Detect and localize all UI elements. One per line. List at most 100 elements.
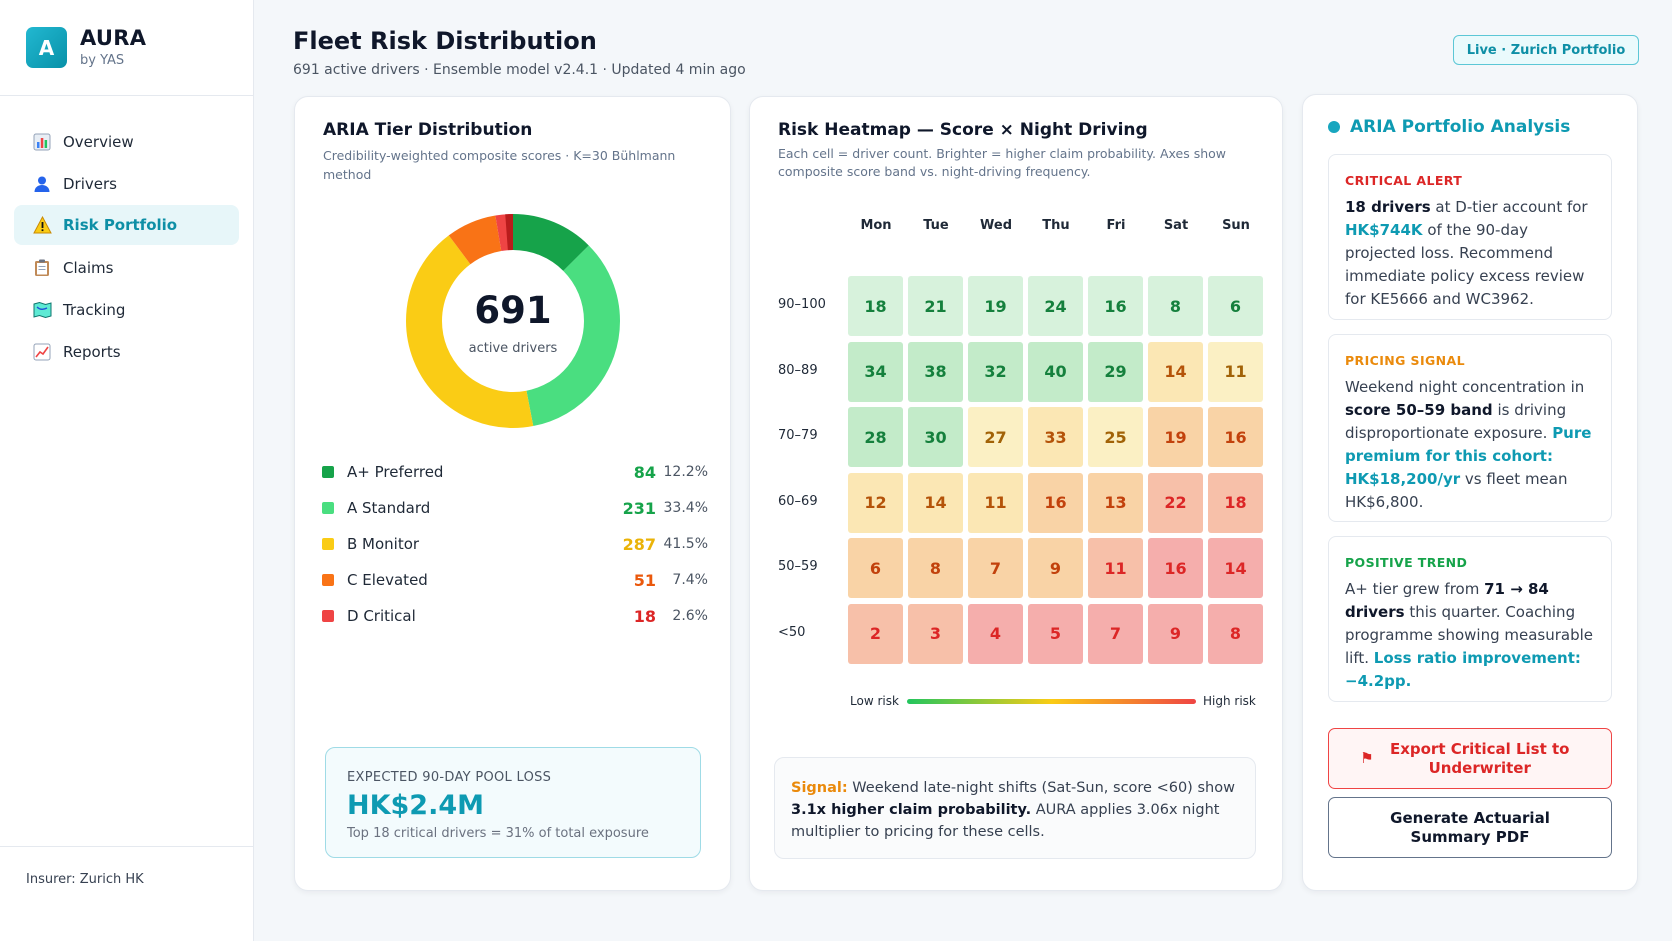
heatmap-cell[interactable]: 16 (1148, 538, 1203, 598)
brand-name: AURA (80, 26, 147, 50)
insight-body: Weekend night concentration in score 50–… (1345, 376, 1595, 514)
heatmap-cell[interactable]: 19 (1148, 407, 1203, 467)
legend-row-c: C Elevated 51 7.4% (322, 568, 708, 592)
donut-svg (406, 214, 620, 428)
heatmap-cell[interactable]: 8 (1208, 603, 1263, 664)
sidebar: A AURA by YAS Overview Drivers Risk Port… (0, 0, 254, 941)
insight-kicker: POSITIVE TREND (1345, 555, 1468, 570)
heatmap-cell[interactable]: 32 (968, 341, 1023, 402)
heatmap-column-label: Sun (1222, 218, 1250, 233)
heatmap-cell[interactable]: 28 (848, 407, 903, 467)
loss-note: Top 18 critical drivers = 31% of total e… (347, 826, 649, 841)
donut-total: 691 (474, 289, 552, 332)
expected-loss-box: EXPECTED 90-DAY POOL LOSS HK$2.4M Top 18… (325, 747, 701, 858)
heatmap-cell[interactable]: 27 (968, 407, 1023, 467)
heatmap-cell[interactable]: 11 (968, 472, 1023, 533)
positive-trend-insight: POSITIVE TREND A+ tier grew from 71 → 84… (1328, 536, 1612, 702)
loss-label: EXPECTED 90-DAY POOL LOSS (347, 770, 552, 785)
generate-pdf-button[interactable]: Generate Actuarial Summary PDF (1328, 797, 1612, 858)
heatmap-row-label: 50–59 (778, 559, 818, 574)
status-dot-icon (1328, 121, 1340, 133)
sidebar-item-drivers[interactable]: Drivers (14, 164, 239, 204)
sidebar-item-label: Tracking (63, 301, 126, 319)
heatmap-cell[interactable]: 9 (1148, 603, 1203, 664)
heatmap-row-label: 80–89 (778, 362, 818, 378)
sidebar-item-tracking[interactable]: Tracking (14, 290, 239, 330)
person-icon (32, 174, 52, 194)
heatmap-cell[interactable]: 25 (1088, 407, 1143, 467)
heatmap-cell[interactable]: 9 (1028, 538, 1083, 598)
heatmap-cell[interactable]: 24 (1028, 276, 1083, 336)
heatmap-cell[interactable]: 21 (908, 276, 963, 336)
legend-percent: 33.4% (663, 500, 708, 516)
sidebar-item-risk-portfolio[interactable]: Risk Portfolio (14, 205, 239, 245)
heatmap-cell[interactable]: 8 (908, 538, 963, 598)
legend-row-a: A Standard 231 33.4% (322, 496, 708, 520)
export-critical-list-button[interactable]: ⚑ Export Critical List to Underwriter (1328, 728, 1612, 789)
heatmap-cell[interactable]: 12 (848, 472, 903, 533)
sidebar-item-label: Drivers (63, 175, 117, 193)
sidebar-item-label: Overview (63, 133, 134, 151)
heatmap-cell[interactable]: 29 (1088, 341, 1143, 402)
heatmap-cell[interactable]: 38 (908, 341, 963, 402)
heatmap-cell[interactable]: 7 (968, 538, 1023, 598)
heatmap-cell[interactable]: 16 (1088, 276, 1143, 336)
heatmap-cell[interactable]: 4 (968, 603, 1023, 664)
heatmap-cell[interactable]: 33 (1028, 407, 1083, 467)
heatmap-cell[interactable]: 19 (968, 276, 1023, 336)
heatmap-cell[interactable]: 2 (848, 603, 903, 664)
legend-count: 18 (633, 606, 656, 626)
sidebar-item-reports[interactable]: Reports (14, 332, 239, 372)
heatmap-cell[interactable]: 5 (1028, 603, 1083, 664)
heatmap-cell[interactable]: 8 (1148, 276, 1203, 336)
legend-count: 84 (633, 462, 656, 482)
heatmap-cell[interactable]: 22 (1148, 472, 1203, 533)
page-subtitle: 691 active drivers · Ensemble model v2.4… (293, 62, 746, 78)
critical-alert-insight: CRITICAL ALERT 18 drivers at D-tier acco… (1328, 154, 1612, 320)
map-icon (32, 300, 52, 320)
live-portfolio-badge[interactable]: Live · Zurich Portfolio (1453, 35, 1639, 65)
loss-value: HK$2.4M (347, 790, 485, 821)
page-title: Fleet Risk Distribution (293, 27, 597, 55)
heatmap-cell[interactable]: 6 (848, 538, 903, 598)
heatmap-row-label: 70–79 (778, 428, 818, 443)
legend-count: 231 (622, 498, 656, 518)
heatmap-cell[interactable]: 18 (848, 276, 903, 336)
donut-slice-a-standard (406, 214, 620, 428)
sidebar-divider (0, 846, 254, 847)
heatmap-cell[interactable]: 16 (1028, 472, 1083, 533)
sidebar-item-claims[interactable]: Claims (14, 248, 239, 288)
heatmap-cell[interactable]: 7 (1088, 603, 1143, 664)
heatmap-cell[interactable]: 11 (1208, 341, 1263, 402)
heatmap-cell[interactable]: 13 (1088, 472, 1143, 533)
heatmap-cell[interactable]: 40 (1028, 341, 1083, 402)
legend-count: 287 (622, 534, 656, 554)
risk-scale-bar (907, 699, 1196, 704)
insight-text: is driving disproportionate exposure. (1345, 401, 1567, 442)
heatmap-cell[interactable]: 11 (1088, 538, 1143, 598)
legend-swatch (322, 610, 334, 622)
heatmap-cell[interactable]: 14 (1208, 538, 1263, 598)
clipboard-icon (32, 258, 52, 278)
heatmap-cell[interactable]: 34 (848, 341, 903, 402)
legend-percent: 12.2% (663, 464, 708, 480)
heatmap-cell[interactable]: 3 (908, 603, 963, 664)
donut-total-label: active drivers (468, 341, 558, 356)
heatmap-cell[interactable]: 18 (1208, 472, 1263, 533)
legend-row-a-plus: A+ Preferred 84 12.2% (322, 460, 708, 484)
legend-row-b: B Monitor 287 41.5% (322, 532, 708, 556)
heatmap-cell[interactable]: 16 (1208, 407, 1263, 467)
sidebar-item-label: Risk Portfolio (63, 216, 178, 234)
heatmap-cell[interactable]: 14 (1148, 341, 1203, 402)
legend-percent: 41.5% (663, 536, 708, 552)
sidebar-item-overview[interactable]: Overview (14, 122, 239, 162)
insurer-label: Insurer: Zurich HK (26, 872, 144, 887)
heatmap-cell[interactable]: 6 (1208, 276, 1263, 336)
heatmap-cell[interactable]: 14 (908, 472, 963, 533)
heatmap-cell[interactable]: 30 (908, 407, 963, 467)
scale-high-label: High risk (1203, 694, 1256, 708)
signal-box: Signal: Weekend late-night shifts (Sat-S… (774, 757, 1256, 859)
tier-donut-chart: 691 active drivers (405, 213, 621, 429)
bar-chart-icon (32, 132, 52, 152)
pdf-button-label: Generate Actuarial Summary PDF (1390, 808, 1550, 846)
